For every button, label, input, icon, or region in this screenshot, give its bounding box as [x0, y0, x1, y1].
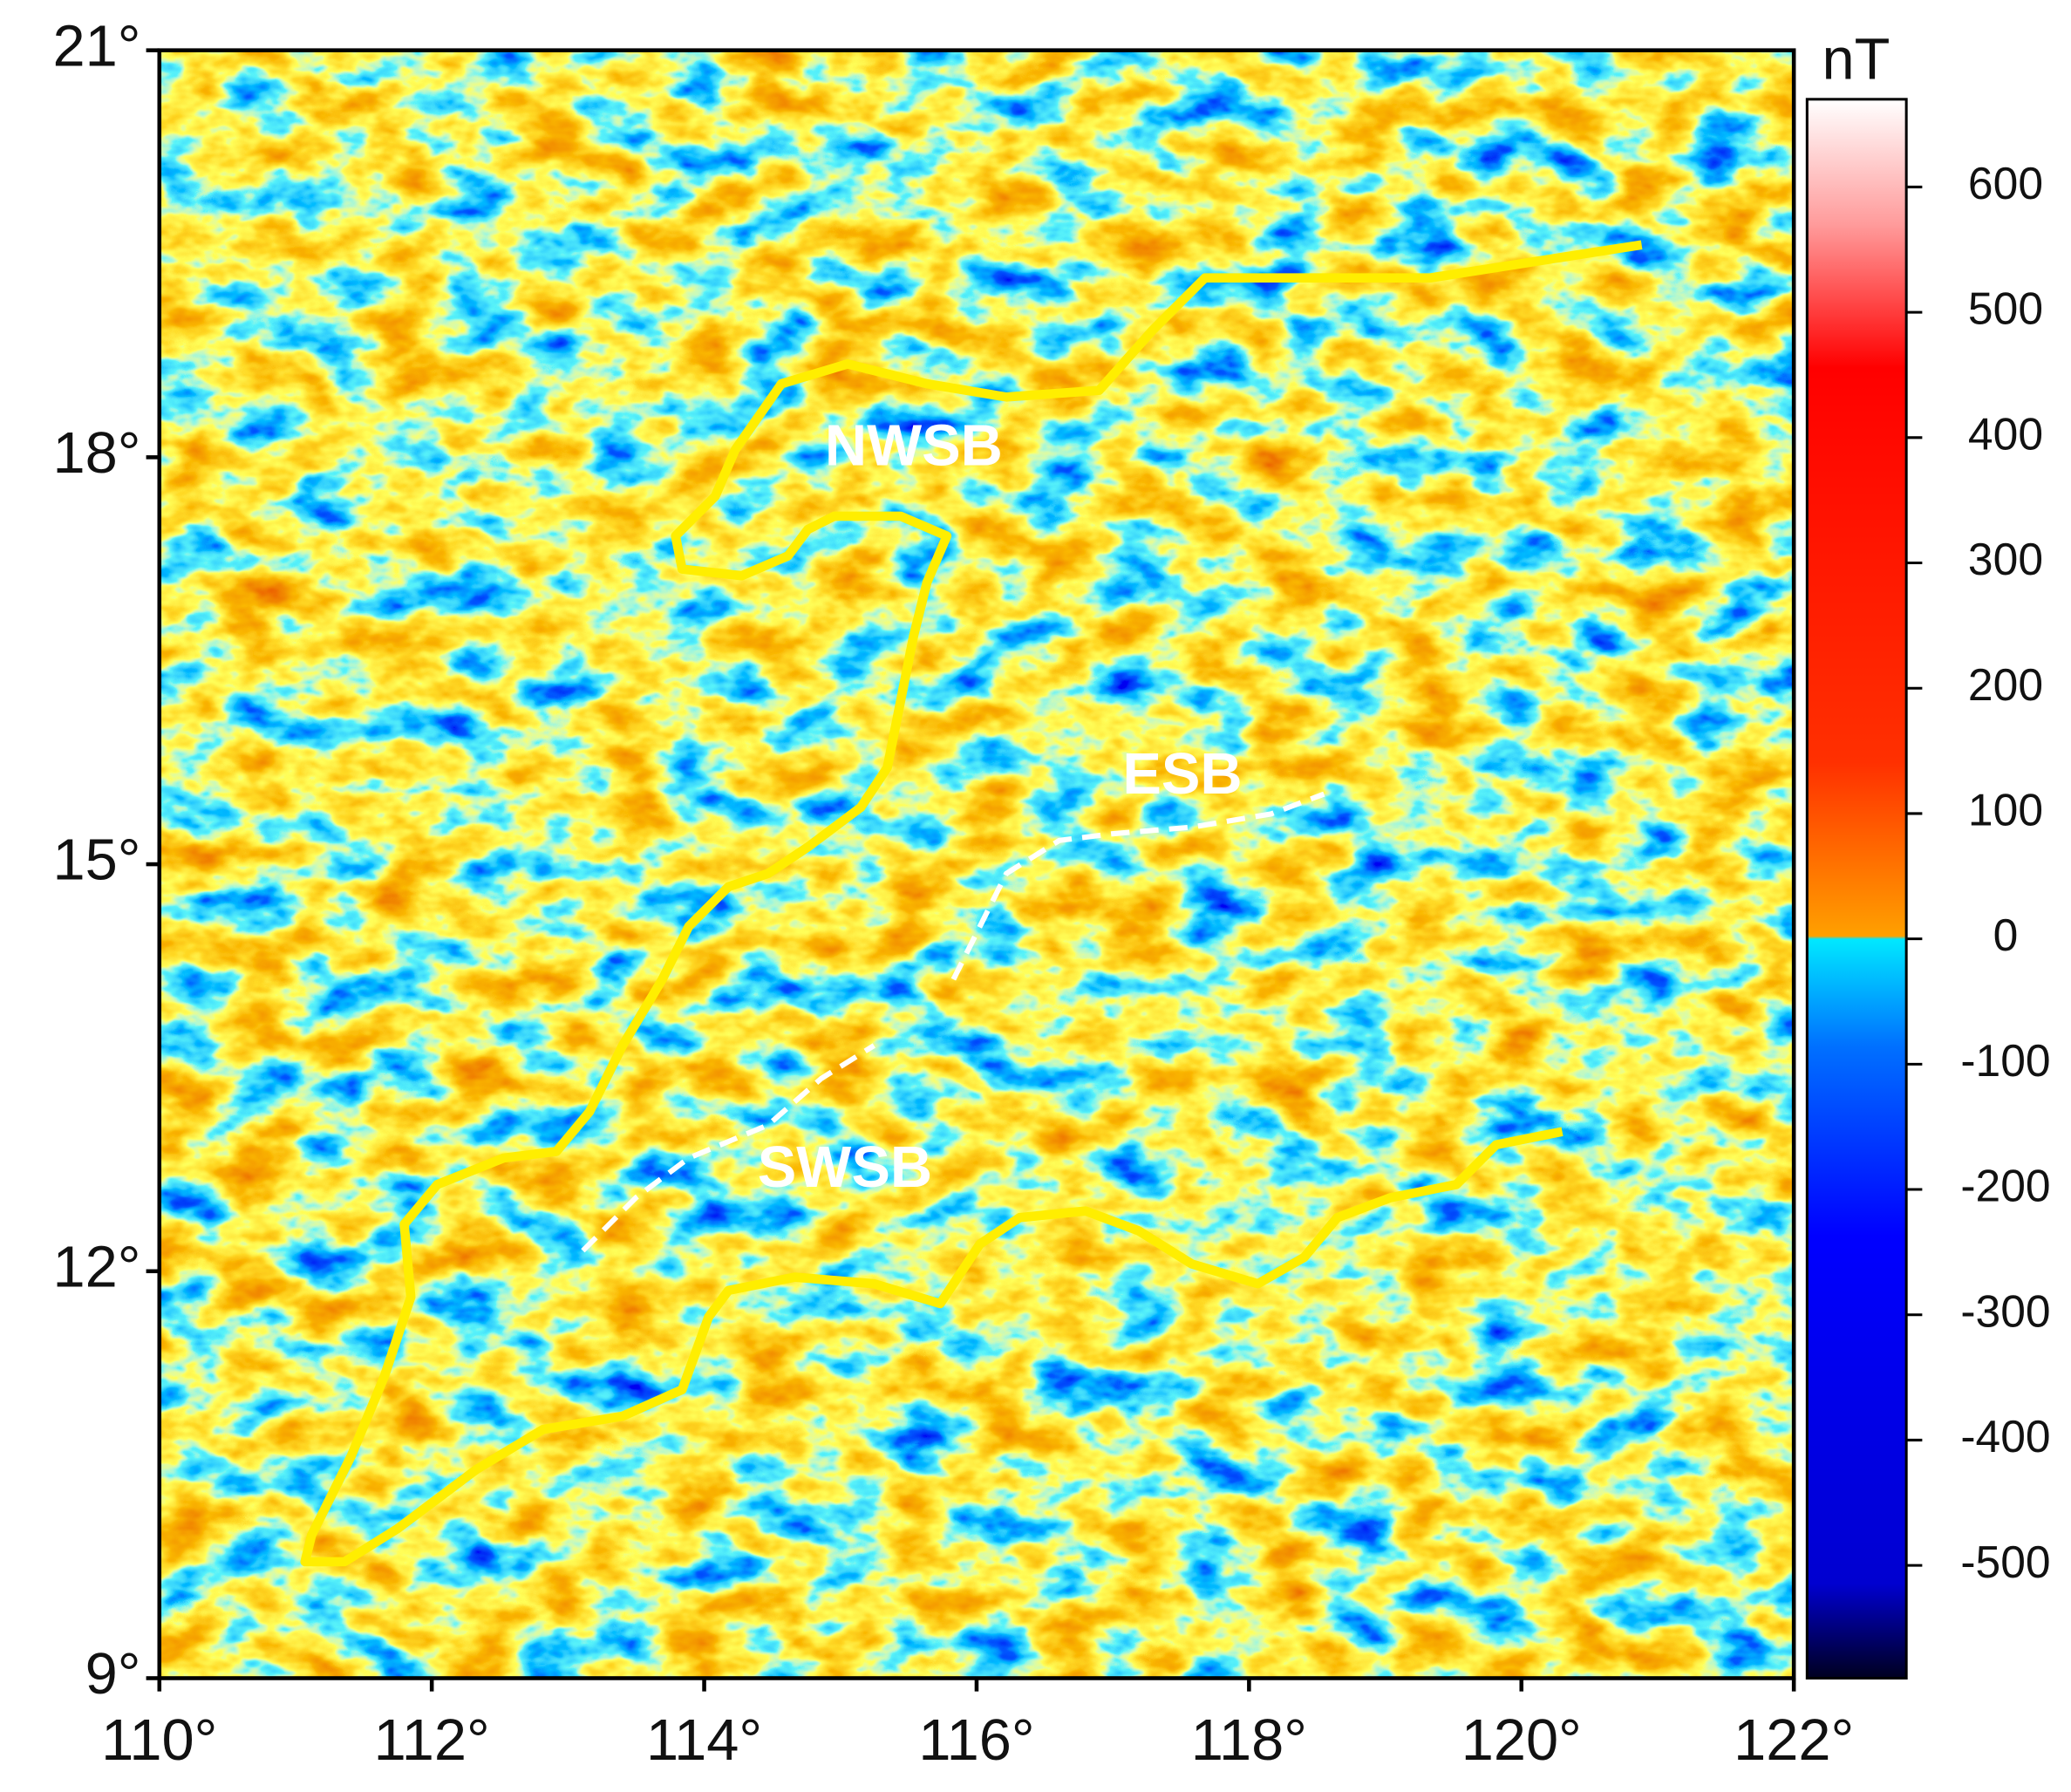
x-tick-label: 116° [918, 1708, 1034, 1773]
basin-boundary [300, 240, 1643, 1567]
y-tick-label: 15° [53, 828, 141, 893]
x-tick-label: 114° [646, 1708, 762, 1773]
colorbar-tick-label: 600 [1968, 158, 2043, 208]
swsb-axis [581, 1043, 875, 1253]
region-label: NWSB [825, 414, 1003, 479]
colorbar-tick-label: -200 [1960, 1161, 2050, 1211]
colorbar-tick-label: -500 [1960, 1536, 2050, 1587]
colorbar-tick-label: 100 [1968, 785, 2043, 835]
colorbar [1805, 98, 1908, 1680]
y-tick-label: 12° [53, 1235, 141, 1299]
y-tick-label: 9° [85, 1642, 141, 1707]
colorbar-tick-label: -100 [1960, 1035, 2050, 1086]
colorbar-tick-label: 0 [1993, 910, 2019, 960]
colorbar-tick-label: 300 [1968, 534, 2043, 584]
anomaly-field [159, 50, 1795, 1679]
x-tick-label: 110° [101, 1708, 217, 1773]
x-tick-label: 118° [1191, 1708, 1307, 1773]
colorbar-tick-label: 400 [1968, 408, 2043, 459]
y-tick-label: 21° [53, 14, 141, 78]
colorbar-tick-label: 500 [1968, 283, 2043, 334]
field-raster [159, 50, 1795, 1679]
x-tick-label: 120° [1461, 1708, 1582, 1773]
colorbar-unit: nT [1822, 27, 1890, 92]
x-tick-label: 112° [374, 1708, 490, 1773]
x-tick-label: 122° [1734, 1708, 1854, 1773]
region-label: ESB [1122, 742, 1242, 807]
esb-axis [950, 791, 1325, 981]
colorbar-tick-label: -400 [1960, 1411, 2050, 1462]
region-label: SWSB [758, 1135, 932, 1200]
y-tick-label: 18° [53, 421, 141, 486]
colorbar-tick-label: -300 [1960, 1285, 2050, 1336]
colorbar-tick-label: 200 [1968, 659, 2043, 710]
